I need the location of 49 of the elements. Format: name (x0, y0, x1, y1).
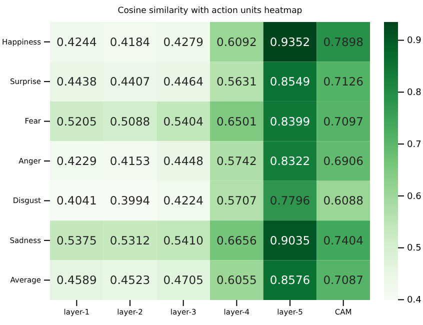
data-label: 0.8322 (270, 154, 310, 168)
data-label: 0.5631 (216, 74, 257, 89)
data-label: 0.4589 (56, 273, 97, 288)
data-label: 0.8549 (270, 74, 310, 89)
data-label: 0.6906 (323, 154, 364, 168)
data-label: 0.6055 (216, 273, 257, 288)
data-label: 0.4229 (56, 154, 97, 168)
data-label: 0.7898 (323, 34, 364, 49)
data-label: 0.5404 (163, 114, 204, 128)
data-label: 0.3994 (110, 194, 150, 208)
data-label: 0.5312 (110, 233, 150, 248)
data-label: 0.6088 (323, 194, 364, 208)
data-label: 0.8399 (270, 114, 310, 128)
data-label: 0.7126 (323, 74, 364, 89)
data-label: 0.4407 (110, 74, 150, 89)
data-label: 0.5410 (163, 233, 204, 248)
color-bar-label: 0.8 (407, 88, 422, 98)
data-label: 0.4448 (163, 154, 204, 168)
data-label: 0.5742 (216, 154, 257, 168)
data-label: 0.4279 (163, 34, 204, 49)
data-label: 0.4153 (110, 154, 150, 168)
data-label: 0.4464 (163, 74, 204, 89)
data-label: 0.6656 (216, 233, 257, 248)
data-label: 0.4244 (56, 34, 97, 49)
data-label: 0.9352 (270, 34, 310, 49)
data-label: 0.5205 (56, 114, 97, 128)
data-label: 0.4705 (163, 273, 204, 288)
data-label: 0.6501 (216, 114, 257, 128)
color-bar-label: 0.5 (407, 244, 422, 254)
data-label: 0.4438 (56, 74, 97, 89)
chart-title: Cosine similarity with action units heatmap (118, 6, 302, 16)
color-bar-label: 0.9 (407, 36, 422, 46)
data-label: 0.6092 (216, 34, 257, 49)
data-label: 0.4224 (163, 194, 204, 208)
data-label: 0.4184 (110, 34, 150, 49)
data-label: 0.4523 (110, 273, 150, 288)
color-bar-label: 0.7 (407, 140, 422, 150)
data-label: 0.9035 (270, 233, 310, 248)
data-label: 0.5088 (110, 114, 150, 128)
data-label: 0.8576 (270, 273, 310, 288)
color-bar-label: 0.4 (407, 296, 422, 306)
data-label: 0.7796 (270, 194, 310, 208)
data-label: 0.7087 (323, 273, 364, 288)
data-label: 0.5375 (56, 233, 97, 248)
data-label: 0.7404 (323, 233, 364, 248)
data-label: 0.4041 (56, 194, 97, 208)
data-label: 0.7097 (323, 114, 364, 128)
data-label: 0.5707 (216, 194, 257, 208)
color-bar-label: 0.6 (407, 192, 422, 202)
